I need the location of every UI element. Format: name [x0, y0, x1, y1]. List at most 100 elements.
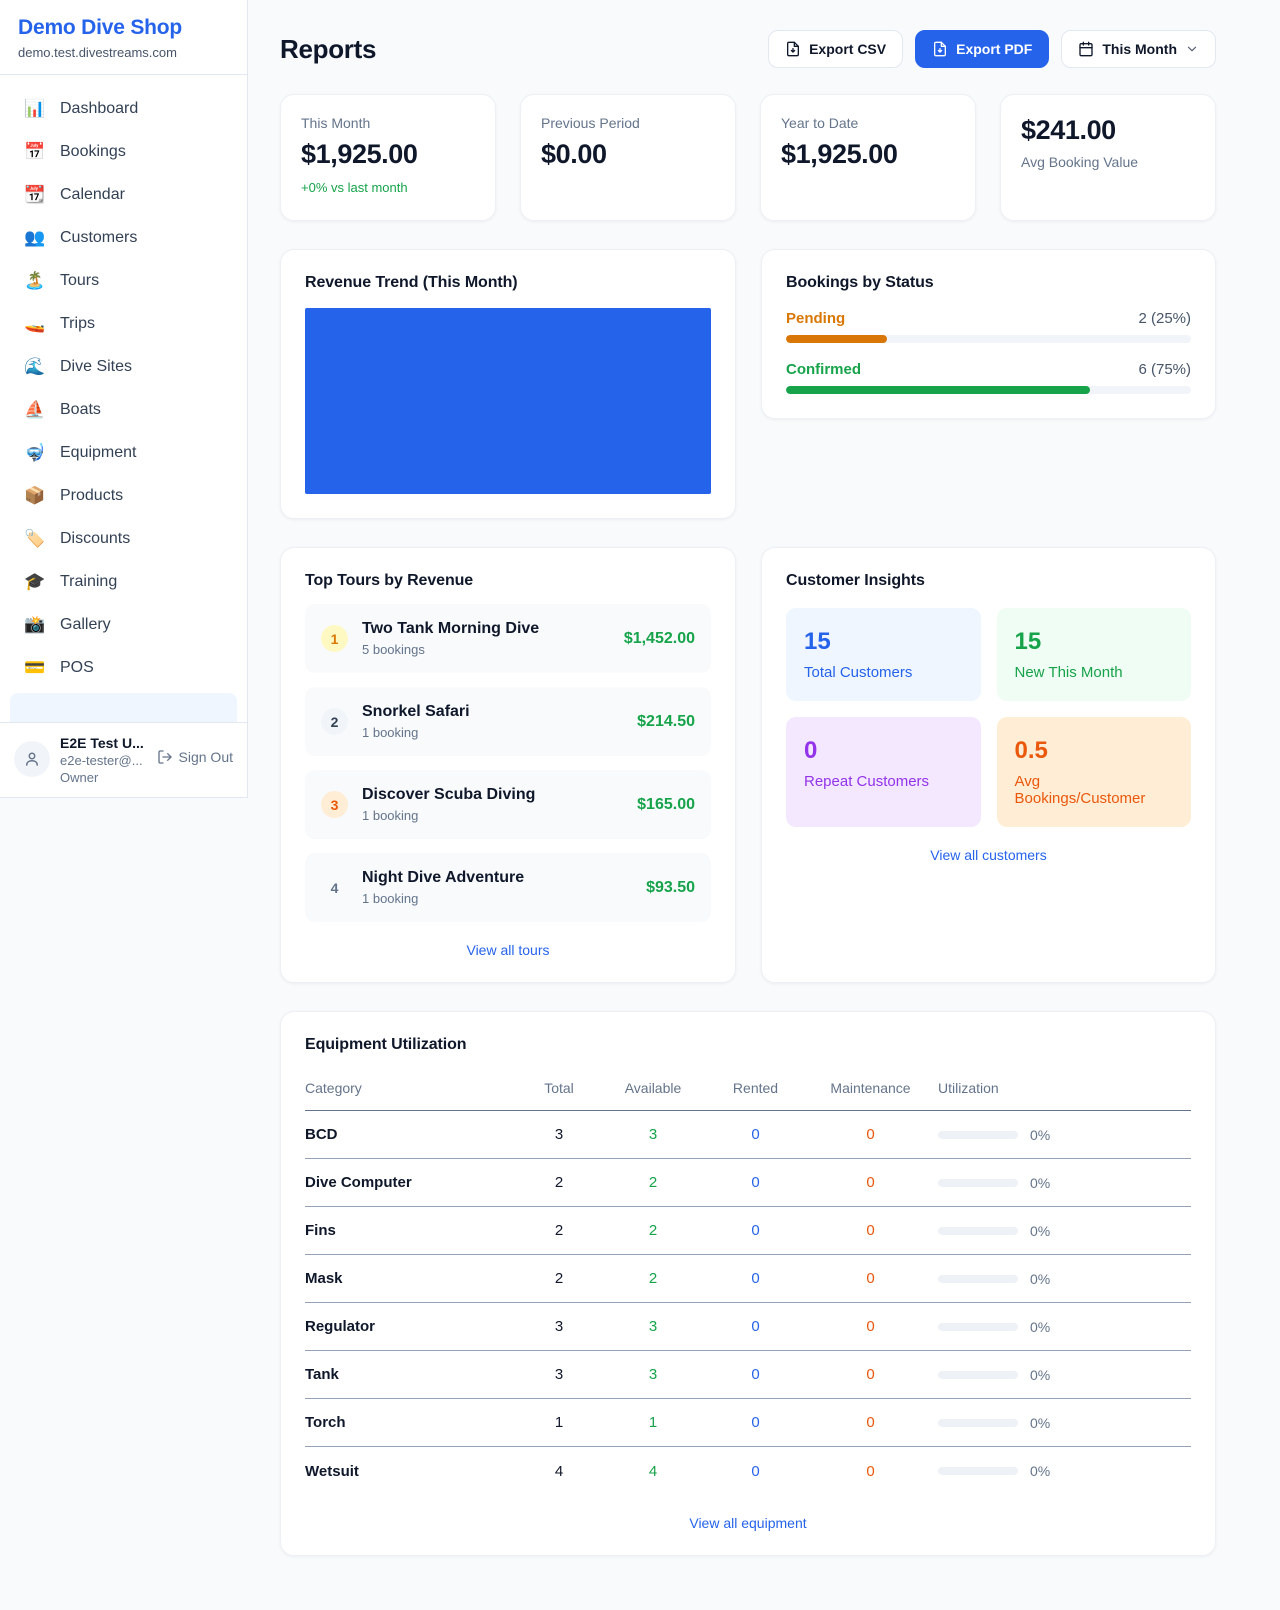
export-csv-label: Export CSV — [809, 41, 887, 57]
tour-amount: $214.50 — [637, 712, 695, 730]
cell-total: 1 — [554, 1414, 564, 1431]
stat-card-this-month: This Month $1,925.00 +0% vs last month — [280, 94, 496, 221]
cell-rented: 0 — [751, 1366, 760, 1383]
insight-value: 15 — [1014, 628, 1042, 655]
equipment-table: Category Total Available Rented Maintena… — [305, 1074, 1191, 1495]
utilization-percent: 0% — [1030, 1270, 1051, 1287]
sidebar-item-discounts[interactable]: 🏷️ Discounts — [10, 517, 237, 560]
export-pdf-button[interactable]: Export PDF — [915, 30, 1050, 68]
sidebar-item-tours[interactable]: 🏝️ Tours — [10, 259, 237, 302]
sidebar-item-label: POS — [60, 658, 94, 676]
sidebar-item-calendar[interactable]: 📆 Calendar — [10, 173, 237, 216]
table-row: BCD 3 3 0 0 0% — [305, 1111, 1191, 1159]
utilization-percent: 0% — [1030, 1414, 1051, 1431]
rank-badge: 4 — [330, 879, 339, 896]
stat-card-avg-booking-value: $241.00 Avg Booking Value — [1000, 94, 1216, 221]
tour-row[interactable]: 4 Night Dive Adventure 1 booking $93.50 — [305, 853, 711, 922]
calendar-icon: 📆 — [24, 184, 46, 204]
cell-available: 4 — [648, 1462, 658, 1480]
avatar — [14, 741, 50, 777]
brand-header: Demo Dive Shop demo.test.divestreams.com — [0, 0, 247, 75]
sidebar-item-dashboard[interactable]: 📊 Dashboard — [10, 87, 237, 130]
sailboat-icon: ⛵ — [24, 399, 46, 419]
tour-name: Night Dive Adventure — [362, 869, 525, 886]
rank-badge: 1 — [321, 625, 348, 652]
sidebar-item-products[interactable]: 📦 Products — [10, 474, 237, 517]
cell-category: Mask — [305, 1270, 343, 1287]
sidebar-item-dive-sites[interactable]: 🌊 Dive Sites — [10, 345, 237, 388]
sidebar-item-active-partial[interactable] — [10, 693, 237, 722]
stat-label: Avg Booking Value — [1021, 154, 1139, 170]
table-row: Tank 3 3 0 0 0% — [305, 1351, 1191, 1399]
cell-available: 2 — [648, 1174, 658, 1191]
customer-insights-title: Customer Insights — [786, 572, 925, 589]
export-pdf-label: Export PDF — [956, 41, 1033, 57]
sidebar-item-label: Training — [60, 572, 118, 590]
cell-available: 3 — [648, 1318, 658, 1335]
sidebar-item-bookings[interactable]: 📅 Bookings — [10, 130, 237, 173]
table-row: Regulator 3 3 0 0 0% — [305, 1303, 1191, 1351]
period-dropdown[interactable]: This Month — [1061, 30, 1216, 68]
customer-insights-card: Customer Insights 15 Total Customers 15 … — [761, 547, 1216, 983]
period-label: This Month — [1102, 41, 1177, 57]
tour-amount: $93.50 — [646, 878, 695, 896]
column-header: Utilization — [938, 1080, 999, 1096]
sidebar-item-training[interactable]: 🎓 Training — [10, 560, 237, 603]
sidebar-item-label: Tours — [60, 271, 100, 289]
main-content: Reports Export CSV Export PDF This Month — [248, 0, 1280, 1596]
sidebar-item-boats[interactable]: ⛵ Boats — [10, 388, 237, 431]
stat-card-previous-period: Previous Period $0.00 — [520, 94, 736, 221]
table-row: Wetsuit 4 4 0 0 0% — [305, 1447, 1191, 1495]
sidebar-item-trips[interactable]: 🚤 Trips — [10, 302, 237, 345]
tag-icon: 🏷️ — [24, 528, 46, 548]
export-csv-button[interactable]: Export CSV — [768, 30, 904, 68]
tour-row[interactable]: 1 Two Tank Morning Dive 5 bookings $1,45… — [305, 604, 711, 673]
tour-amount: $1,452.00 — [623, 629, 695, 647]
sidebar-item-label: Calendar — [60, 185, 125, 203]
status-label: Pending — [786, 310, 846, 327]
cell-total: 2 — [554, 1270, 564, 1287]
cell-rented: 0 — [751, 1270, 760, 1287]
cell-category: BCD — [305, 1126, 338, 1143]
insight-tile-avg-bookings: 0.5 Avg Bookings/Customer — [996, 717, 1191, 827]
stat-delta: +0% vs last month — [301, 180, 408, 195]
sidebar-item-pos[interactable]: 💳 POS — [10, 646, 237, 689]
credit-card-icon: 💳 — [24, 657, 46, 677]
status-label: Confirmed — [786, 361, 861, 378]
package-icon: 📦 — [24, 485, 46, 505]
stat-value: $241.00 — [1021, 115, 1116, 145]
table-row: Mask 2 2 0 0 0% — [305, 1255, 1191, 1303]
sign-out-button[interactable]: Sign Out — [157, 749, 233, 765]
stat-label: This Month — [301, 115, 371, 131]
diving-mask-icon: 🤿 — [24, 442, 46, 462]
user-name: E2E Test U... — [60, 735, 144, 751]
sidebar-item-label: Dive Sites — [60, 357, 133, 375]
insight-label: Total Customers — [804, 664, 913, 681]
sidebar-item-gallery[interactable]: 📸 Gallery — [10, 603, 237, 646]
view-all-customers-link[interactable]: View all customers — [930, 847, 1047, 863]
insight-value: 0.5 — [1014, 737, 1048, 764]
sidebar-item-equipment[interactable]: 🤿 Equipment — [10, 431, 237, 474]
stat-value: $0.00 — [541, 139, 607, 169]
user-role: Owner — [60, 770, 99, 785]
view-all-tours-link[interactable]: View all tours — [466, 942, 550, 958]
cell-available: 3 — [648, 1126, 658, 1143]
customers-icon: 👥 — [24, 227, 46, 247]
insight-label: New This Month — [1014, 664, 1123, 681]
cell-maintenance: 0 — [866, 1462, 875, 1480]
tour-amount: $165.00 — [637, 795, 695, 813]
cell-rented: 0 — [751, 1318, 760, 1335]
island-icon: 🏝️ — [24, 270, 46, 290]
sidebar-item-customers[interactable]: 👥 Customers — [10, 216, 237, 259]
sidebar-item-label: Customers — [60, 228, 138, 246]
top-tours-title: Top Tours by Revenue — [305, 572, 474, 589]
person-icon — [26, 752, 38, 766]
tour-row[interactable]: 2 Snorkel Safari 1 booking $214.50 — [305, 687, 711, 756]
view-all-equipment-link[interactable]: View all equipment — [689, 1515, 807, 1531]
insight-label: Repeat Customers — [804, 773, 930, 790]
sidebar-nav: 📊 Dashboard 📅 Bookings 📆 Calendar 👥 Cust… — [0, 75, 247, 722]
tour-row[interactable]: 3 Discover Scuba Diving 1 booking $165.0… — [305, 770, 711, 839]
table-row: Dive Computer 2 2 0 0 0% — [305, 1159, 1191, 1207]
speedboat-icon: 🚤 — [24, 313, 46, 333]
insight-tile-repeat-customers: 0 Repeat Customers — [786, 717, 981, 827]
